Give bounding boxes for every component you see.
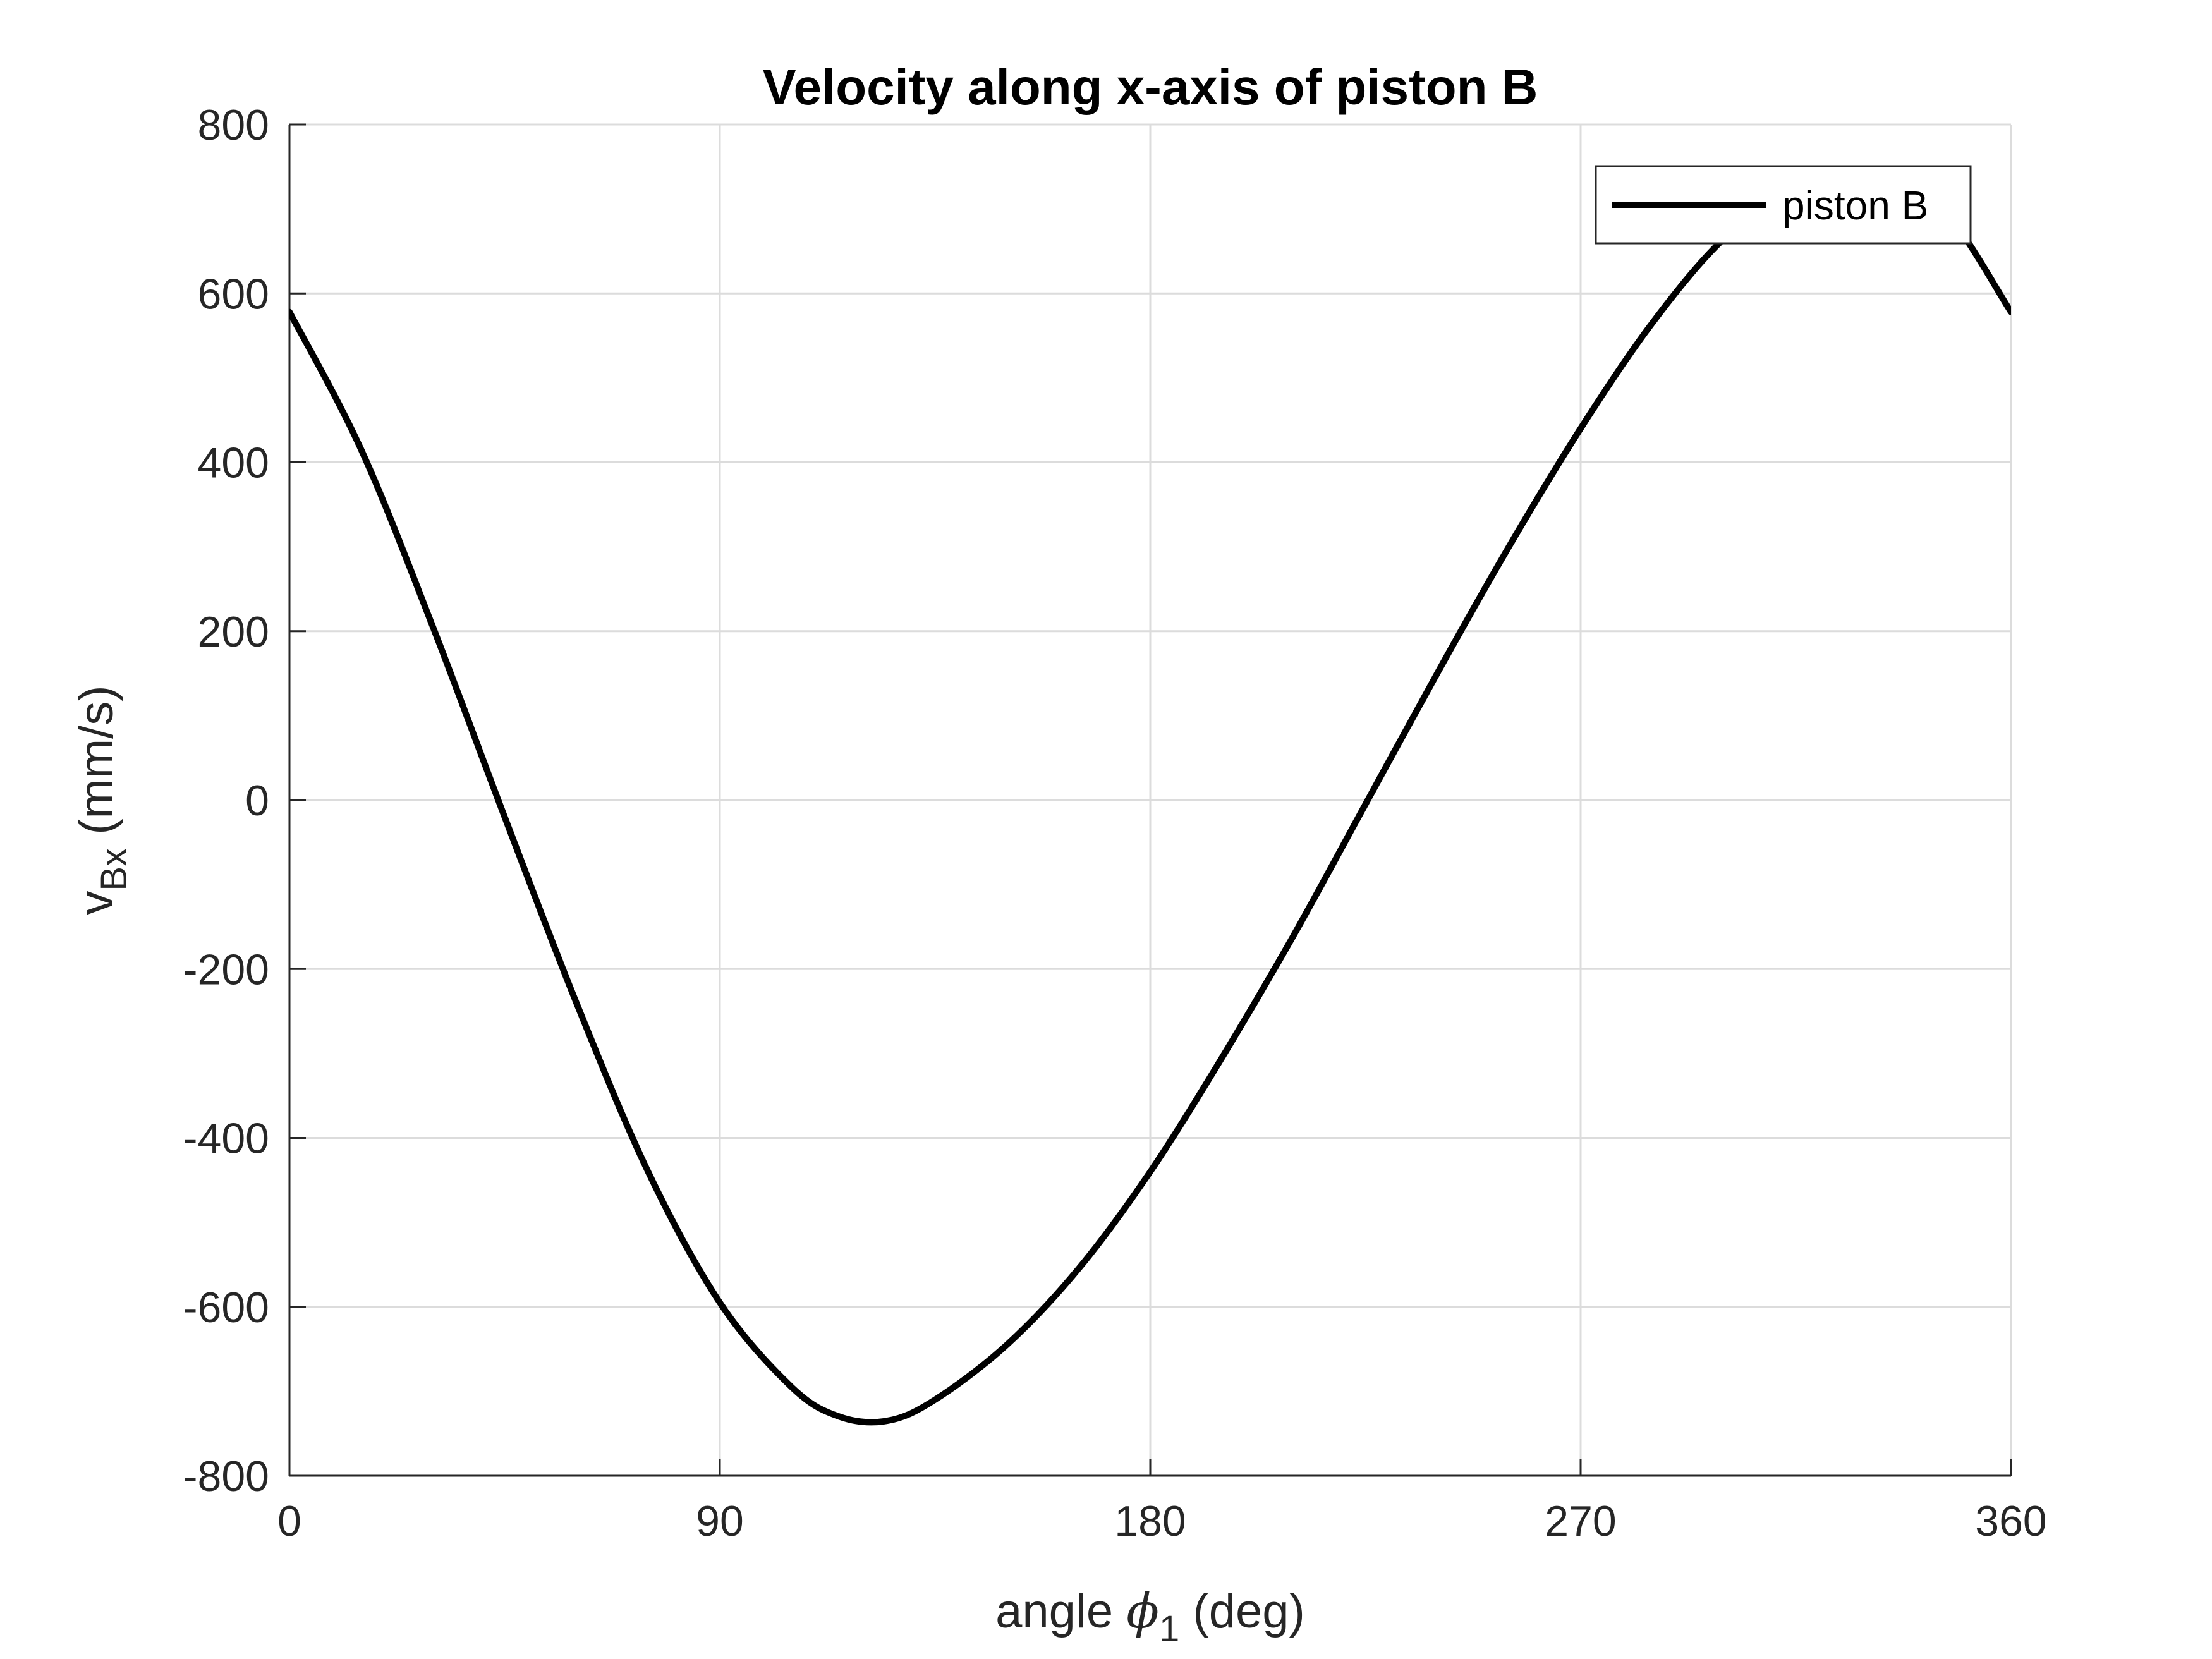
x-axis-label-suffix: (deg) <box>1179 1584 1305 1638</box>
ticks: 0 90 180 270 360 -800 -600 -400 -200 0 200 400 600 80… <box>183 101 2047 1545</box>
x-tick-label-180: 180 <box>1114 1497 1186 1545</box>
legend: piston B <box>1595 165 1972 245</box>
chart-title: Velocity along x-axis of piston B <box>763 59 1538 115</box>
x-tick-label-360: 360 <box>1975 1497 2046 1545</box>
x-tick-label-90: 90 <box>696 1497 744 1545</box>
x-axis-label-subscript: 1 <box>1159 1608 1179 1650</box>
series-group <box>289 171 2011 1426</box>
y-tick-label--200: -200 <box>183 945 269 994</box>
y-tick-label--600: -600 <box>183 1284 269 1332</box>
y-axis-label-main: v <box>70 891 123 915</box>
y-tick-label--800: -800 <box>183 1452 269 1500</box>
y-tick-label--400: -400 <box>183 1115 269 1163</box>
series-line-piston-b <box>289 171 2011 1426</box>
x-axis-label: angle ϕ1 (deg) <box>995 1583 1305 1650</box>
y-tick-label-800: 800 <box>198 101 269 149</box>
y-tick-label-200: 200 <box>198 608 269 656</box>
x-tick-label-0: 0 <box>277 1497 301 1545</box>
x-axis-label-symbol: ϕ <box>1126 1583 1159 1639</box>
x-axis-label-prefix: angle <box>995 1584 1126 1638</box>
y-axis-label: vBx (mm/s) <box>70 685 135 915</box>
y-tick-label-400: 400 <box>198 439 269 487</box>
y-tick-label-0: 0 <box>245 777 269 825</box>
x-tick-label-270: 270 <box>1545 1497 1616 1545</box>
legend-entry-piston-b: piston B <box>1782 183 1928 228</box>
y-axis-label-suffix: (mm/s) <box>70 685 123 848</box>
y-tick-label-600: 600 <box>198 270 269 318</box>
y-axis-label-subscript: Bx <box>94 848 135 891</box>
